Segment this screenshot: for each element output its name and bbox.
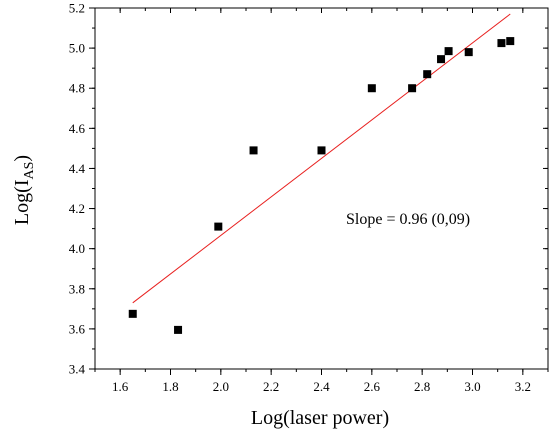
x-tick-label: 1.6 [112,379,129,394]
x-tick-label: 2.2 [263,379,279,394]
x-tick-label: 2.8 [414,379,430,394]
data-point [249,146,258,155]
y-axis-title-subscript: AS [22,162,37,180]
y-tick-label: 5.0 [69,41,85,56]
data-point [464,48,473,57]
y-tick-label: 3.6 [69,321,86,336]
x-tick-label: 2.0 [213,379,229,394]
y-axis-title: Log(IAS) [11,155,37,225]
y-tick-label: 5.2 [69,1,85,16]
data-point [214,222,223,231]
fit-line [132,13,511,304]
data-point [408,84,417,93]
y-tick-label: 4.8 [69,81,85,96]
x-axis-ticks: 1.6 1.8 2.0 2.2 2.4 2.6 2.8 3.0 3.2 [94,8,549,394]
x-tick-label: 2.6 [364,379,381,394]
y-axis-title-close: ) [11,155,33,162]
data-point [437,55,446,64]
slope-annotation: Slope = 0.96 (0,09) [346,211,470,228]
data-point [367,84,376,93]
data-point [497,39,506,48]
y-tick-label: 4.6 [69,121,86,136]
x-tick-label: 1.8 [162,379,178,394]
data-point [174,325,183,334]
y-axis-title-main: Log(I [11,180,33,226]
x-tick-label: 3.2 [515,379,531,394]
y-tick-label: 3.4 [69,362,86,377]
data-points [128,37,515,334]
y-tick-label: 3.8 [69,281,85,296]
y-tick-label: 4.4 [69,161,86,176]
axes [94,7,549,370]
data-point [506,37,515,46]
data-point [444,47,453,56]
y-tick-label: 4.2 [69,201,85,216]
x-tick-label: 2.4 [313,379,330,394]
y-tick-label: 4.0 [69,241,85,256]
plot-frame [94,7,549,370]
fit-line-group [132,13,511,304]
y-axis-ticks: 3.4 3.6 3.8 4.0 4.2 4.4 4.6 4.8 5.0 5.2 [69,1,548,377]
data-point [423,70,432,79]
x-tick-label: 3.0 [464,379,480,394]
data-point [128,309,137,318]
data-point [317,146,326,155]
x-axis-title: Log(laser power) [251,407,389,429]
